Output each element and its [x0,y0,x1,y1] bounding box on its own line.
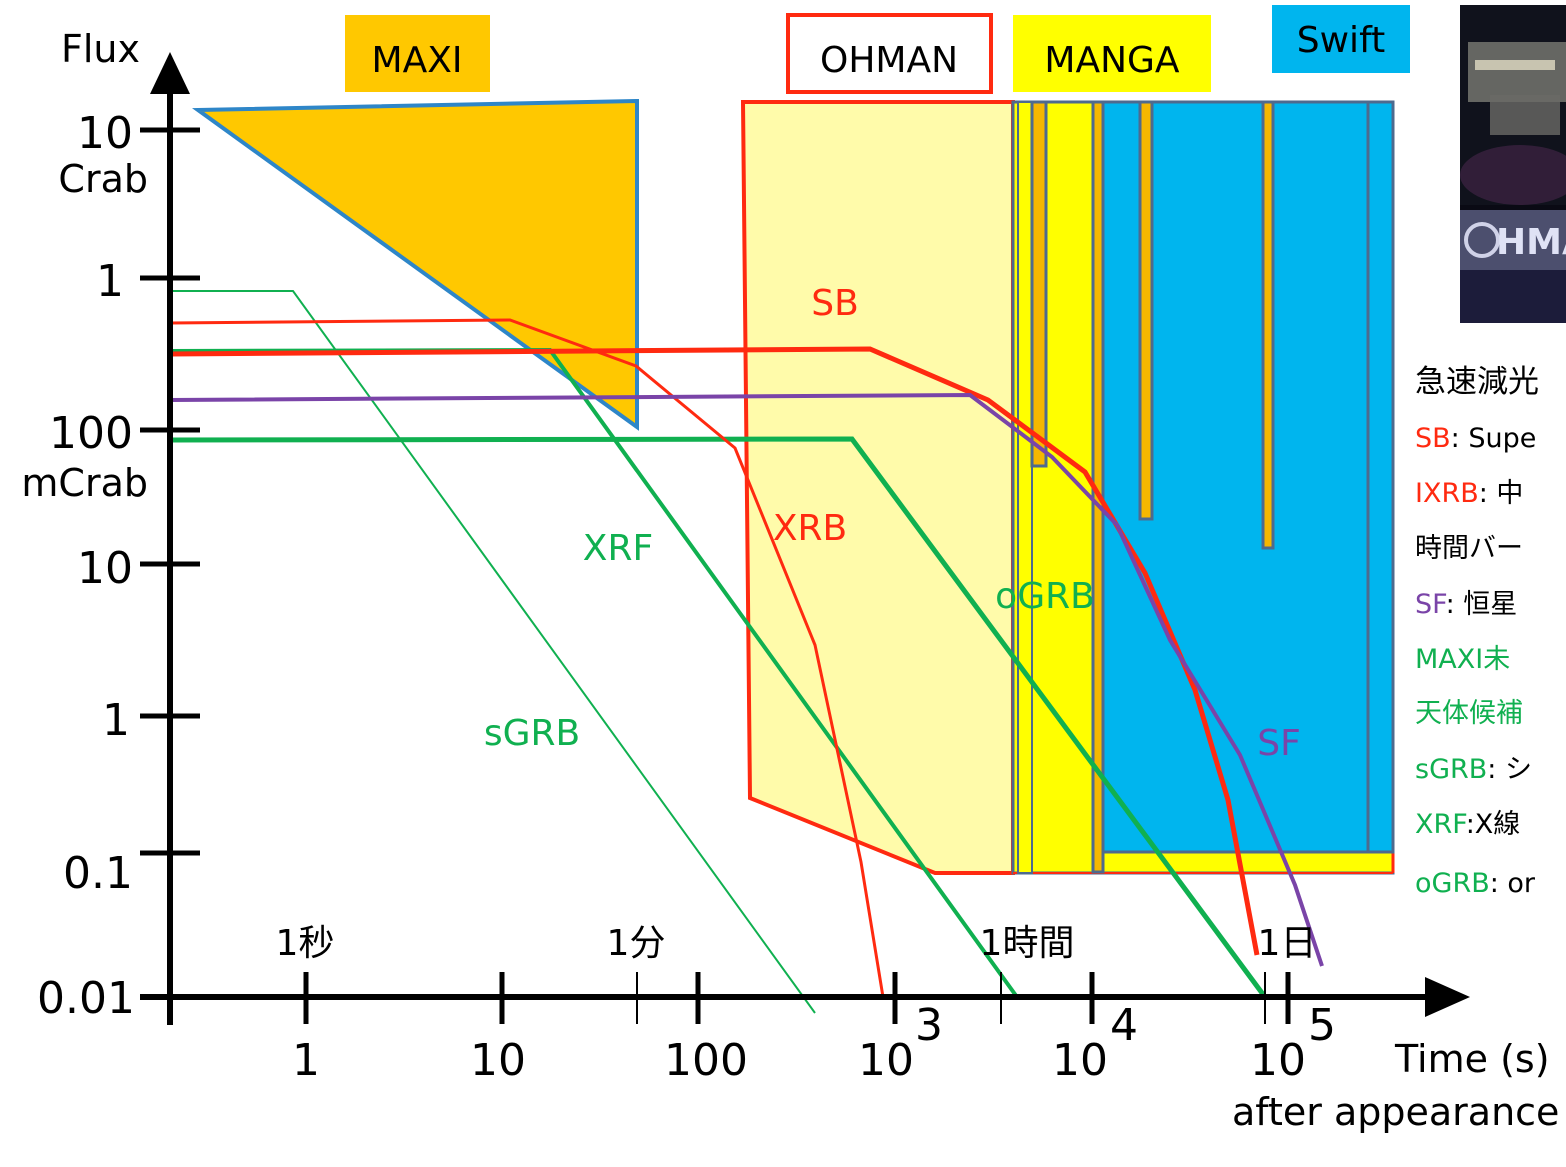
x-tick-label: 1 [292,1035,320,1086]
legend-ogrb-key: oGRB [1415,868,1490,899]
time-mark-minute: 1分 [607,923,666,964]
x-axis-subtitle: after appearance [1232,1090,1559,1134]
manga-label: MANGA [1044,40,1180,81]
legend-line6: 天体候補 [1415,698,1523,729]
y-tick-label: 0.01 [37,973,135,1024]
swift-label-box [1272,5,1410,73]
iss-thumbnail: HMA [1460,5,1566,323]
y-tick-label: 1 [96,256,124,307]
y-axis-title: Flux [61,27,140,71]
sb-label: SB [811,283,859,324]
visibility-spike [1138,100,1154,521]
legend-heading: 急速減光 [1415,364,1539,400]
time-mark-second: 1秒 [276,923,335,964]
legend-sf-key: SF [1415,589,1446,620]
time-mark-day: 1日 [1258,923,1317,964]
ohman-label: OHMAN [820,40,958,81]
xrb-label: XRB [773,508,847,549]
maxi-label: MAXI [372,40,463,81]
y-tick-label: 100 [49,408,133,459]
sgrb-label: sGRB [484,713,580,754]
legend-sf-text: : 恒星 [1446,589,1518,620]
x-tick-exponent: 4 [1110,1000,1138,1051]
ogrb-curve [169,436,1268,999]
xrb-curve [169,318,885,998]
legend-ixrb-key: IXRB [1415,478,1479,509]
xrf-label: XRF [583,528,653,569]
visibility-spike [1261,100,1275,550]
legend-xrf-text: :X線 [1466,809,1521,840]
legend-line3: 時間バー [1415,533,1523,564]
svg-text:SF: 恒星: SF: 恒星 [1415,589,1517,620]
visibility-spike [1030,100,1048,468]
x-tick-label: 10 [470,1035,526,1086]
time-mark-ticks [636,972,1266,1024]
swift-region-cap [1366,100,1395,854]
x-tick-label: 10 [858,1035,914,1086]
svg-text:IXRB: 中: IXRB: 中 [1415,478,1523,509]
x-tick-label: 10 [1052,1035,1108,1086]
ohman-region [740,100,1015,875]
y-tick-label: 10 [77,543,133,594]
ohman-label-box [786,13,993,94]
manga-label-box [1013,15,1211,92]
x-axis-title: Time (s) [1394,1037,1550,1081]
legend-xrf-key: XRF [1415,809,1466,840]
sf-label: SF [1257,723,1301,764]
sf-curve [169,392,1324,967]
sgrb-curve [170,290,816,1014]
legend-ixrb-text: : 中 [1479,478,1524,509]
y-axis-arrow [150,52,190,94]
svg-text:XRF:X線: XRF:X線 [1415,809,1520,840]
legend-line5: MAXI未 [1415,644,1510,675]
x-tick-label: 100 [664,1035,748,1086]
x-tick-exponent: 3 [915,1000,943,1051]
svg-text:SB: Supe: SB: Supe [1415,423,1536,454]
visibility-spike [1017,101,1033,874]
y-tick-label: 1 [102,695,130,746]
legend-ogrb-text: : or [1490,868,1536,899]
y-tick-label: 0.1 [63,848,133,899]
legend-sgrb-text: : シ [1487,754,1532,785]
legend-sb-text: : Supe [1451,423,1537,454]
ogrb-label: oGRB [995,576,1095,617]
svg-text:sGRB: シ: sGRB: シ [1415,754,1532,785]
x-axis-arrow [1425,977,1470,1017]
y-tick-label: 10 [77,108,133,159]
x-tick-label: 10 [1250,1035,1306,1086]
maxi-label-box [345,15,490,92]
legend-sb-key: SB [1415,423,1451,454]
maxi-region [191,98,639,431]
thumbnail-caption: HMA [1496,222,1566,263]
swift-label: Swift [1297,20,1385,61]
legend: 急速減光 SB: Supe IXRB: 中 時間バー SF: 恒星 MAXI未 … [1415,364,1539,899]
time-mark-hour: 1時間 [980,923,1075,964]
legend-sgrb-key: sGRB [1415,754,1487,785]
y-unit-mcrab: mCrab [21,461,148,505]
y-unit-crab: Crab [58,157,148,201]
x-ticks [303,972,1291,1024]
y-ticks [140,127,200,856]
x-tick-exponent: 5 [1308,1000,1336,1051]
svg-text:oGRB: or: oGRB: or [1415,868,1536,899]
